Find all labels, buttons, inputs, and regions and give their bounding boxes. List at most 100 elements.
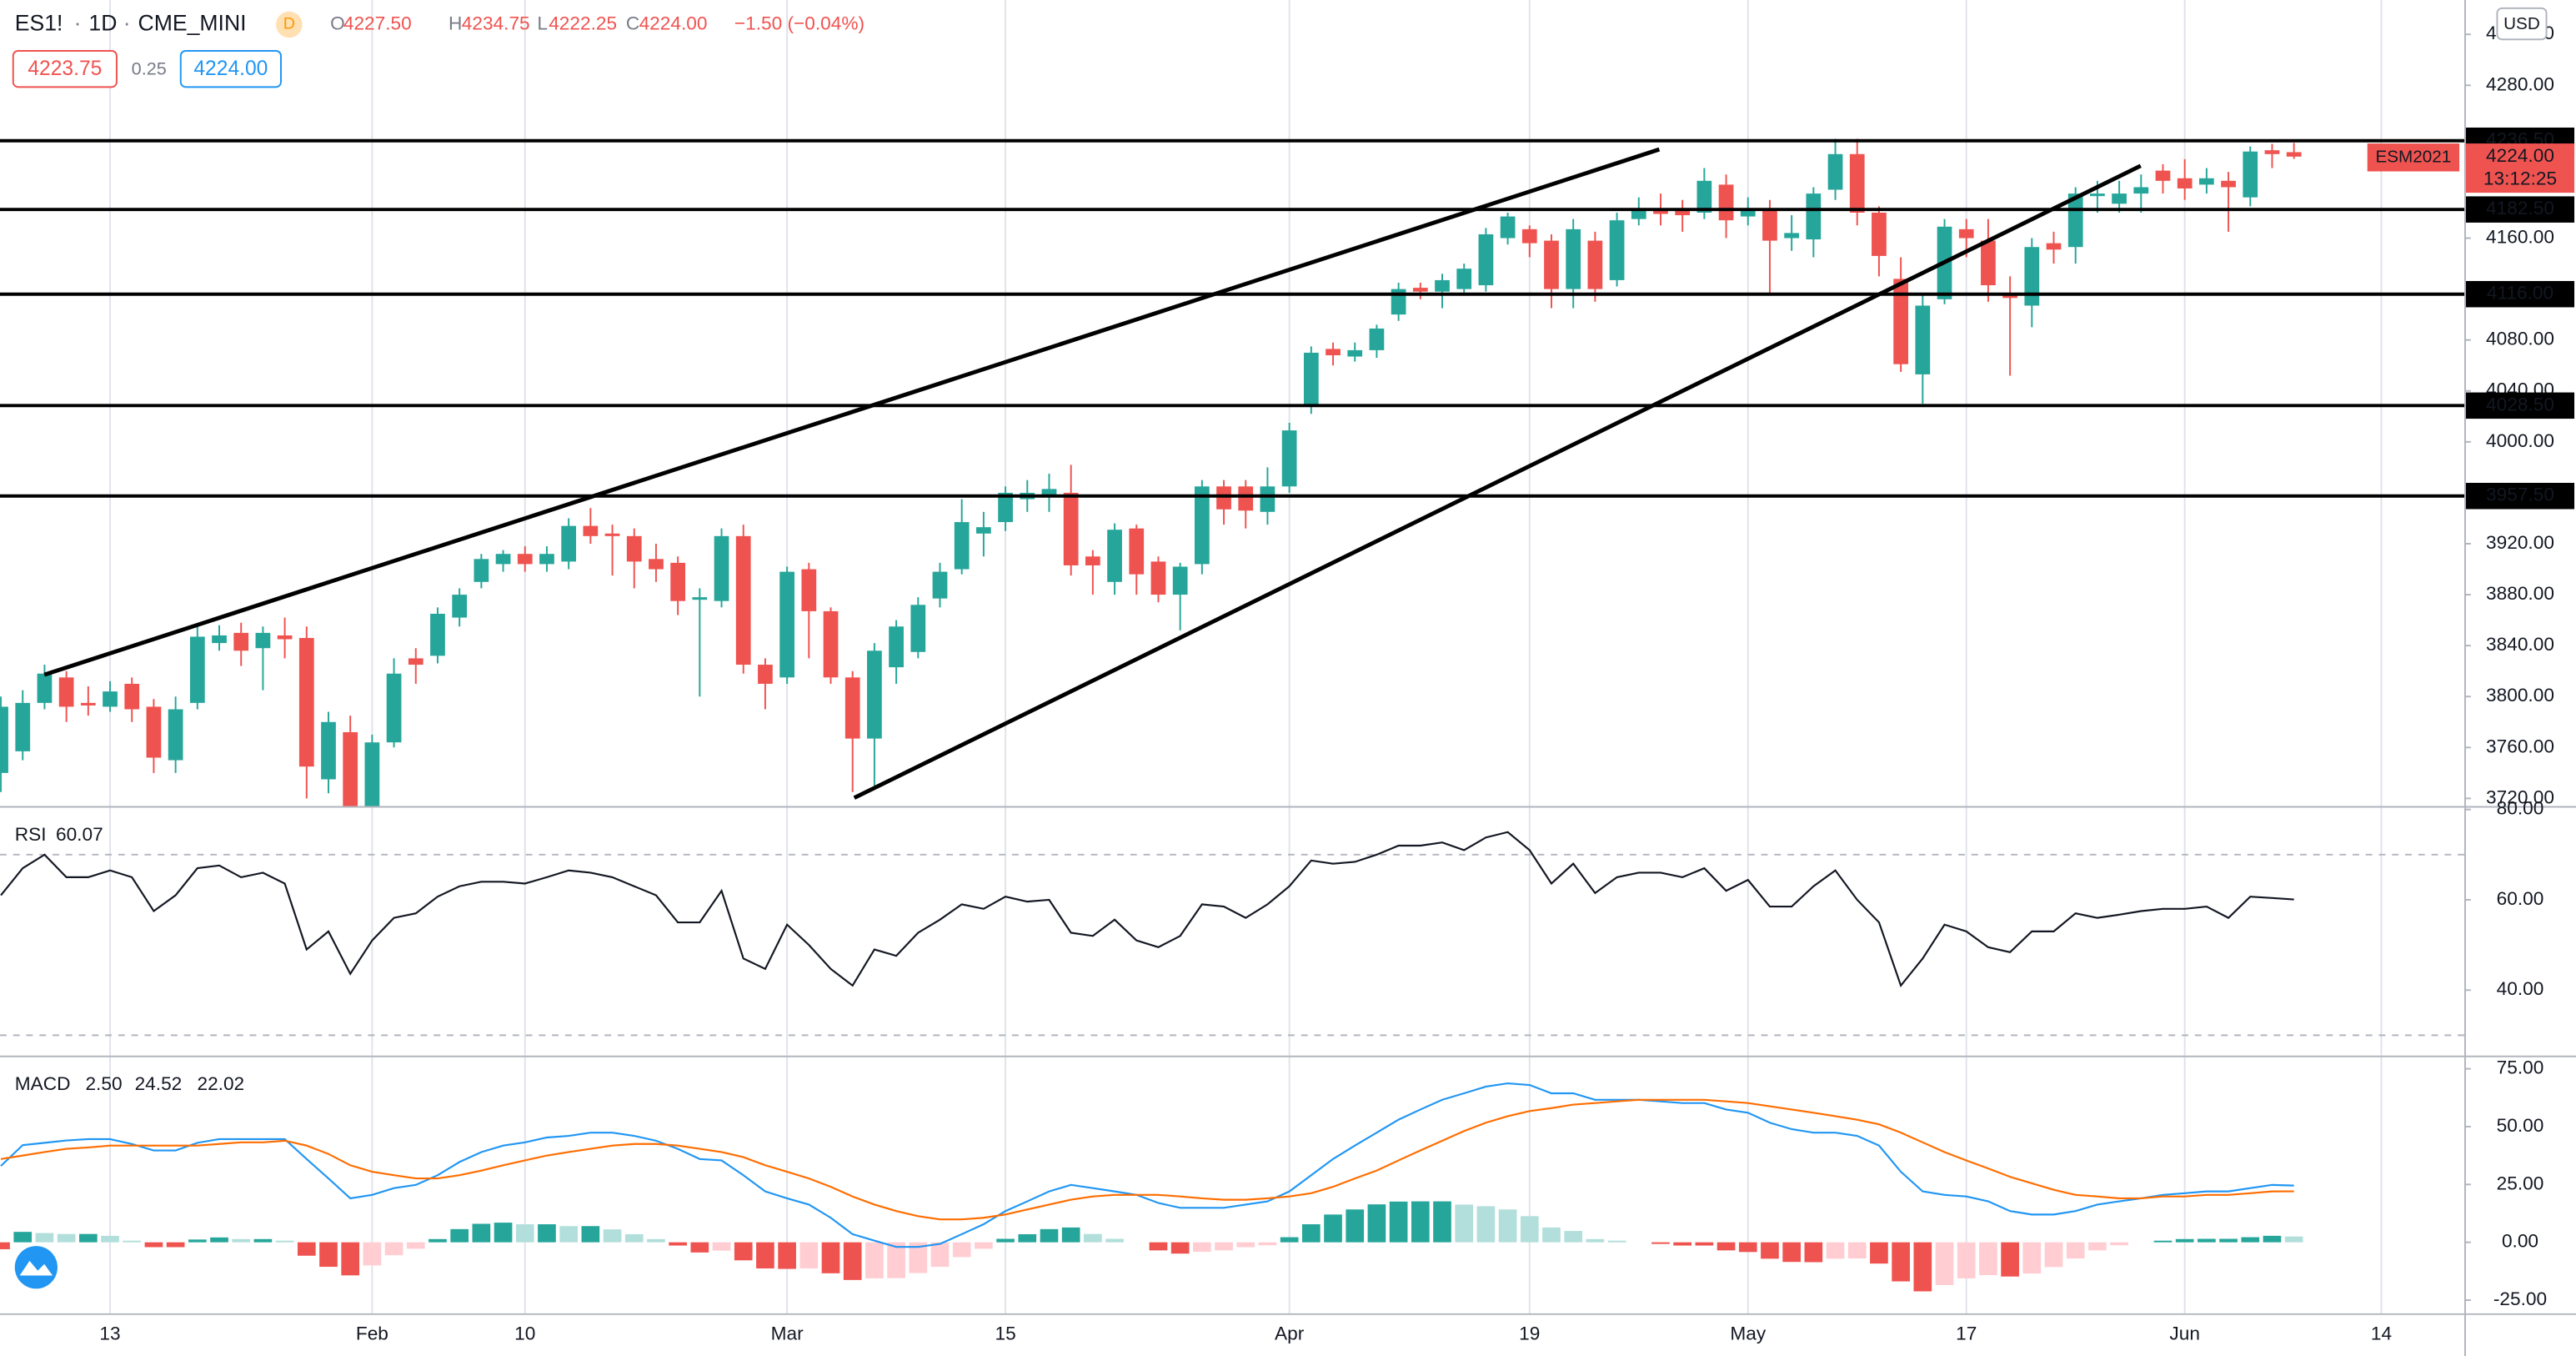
histogram-bar <box>1476 1206 1496 1243</box>
bid-price[interactable]: 4223.75 <box>28 58 102 80</box>
candle-body <box>1696 180 1712 213</box>
candle-body <box>364 742 380 806</box>
x-tick-label: 14 <box>2371 1322 2392 1343</box>
y-tick-label: 80.00 <box>2497 797 2544 819</box>
candle-body <box>452 595 468 618</box>
histogram-bar <box>1258 1242 1277 1246</box>
rsi-value: 60.07 <box>56 823 103 845</box>
histogram-bar <box>843 1242 862 1280</box>
candle-body <box>1500 216 1516 239</box>
histogram-bar <box>144 1242 163 1248</box>
histogram-bar <box>952 1242 971 1258</box>
currency-button[interactable] <box>2496 7 2548 41</box>
candle-body <box>2155 170 2171 181</box>
candle-body <box>1521 229 1537 244</box>
candle-body <box>1347 349 1363 357</box>
histogram-bar <box>1236 1242 1255 1248</box>
candle-body <box>298 637 314 767</box>
candle-body <box>0 706 8 773</box>
histogram-bar <box>275 1240 294 1243</box>
histogram-bar <box>1564 1231 1583 1243</box>
candle-body <box>1893 279 1908 364</box>
histogram-bar <box>494 1223 513 1243</box>
rsi-name: RSI <box>15 823 47 845</box>
histogram-bar <box>909 1242 928 1273</box>
histogram-bar <box>1215 1242 1233 1251</box>
histogram-bar <box>1280 1237 1299 1243</box>
candle-body <box>1675 208 1691 216</box>
candle-body <box>604 533 620 536</box>
candle-body <box>1587 240 1603 289</box>
logo[interactable] <box>14 1246 58 1289</box>
drawings <box>0 138 2464 800</box>
histogram-bar <box>690 1242 709 1253</box>
symbol[interactable]: ES1! <box>15 11 63 36</box>
histogram-bar <box>1301 1224 1321 1243</box>
delay-badge[interactable] <box>276 11 303 38</box>
y-tick-label: 60.00 <box>2497 887 2544 909</box>
candle-body <box>1435 279 1450 292</box>
histogram-bar <box>1542 1227 1561 1243</box>
histogram-bar <box>472 1223 491 1243</box>
logo-circle[interactable] <box>14 1246 58 1289</box>
candle-body <box>867 650 882 739</box>
histogram-bar <box>2219 1238 2238 1243</box>
histogram-bar <box>1695 1242 1714 1246</box>
candle-body <box>1762 208 1777 241</box>
candle-body <box>670 562 686 601</box>
price-pane <box>0 138 2302 806</box>
change-value: −1.50 (−0.04%) <box>734 13 865 34</box>
y-tick-label: 4160.00 <box>2486 226 2554 248</box>
y-tick-label: 3760.00 <box>2486 735 2554 756</box>
overlay: USD ES1! · 1D · CME_MINI D O 4227.50 H 4… <box>12 7 2548 1289</box>
histogram-bar <box>1520 1216 1539 1243</box>
histogram-bar <box>2153 1240 2173 1243</box>
histogram-bar <box>799 1242 819 1269</box>
trend-line-lower[interactable] <box>853 163 2142 800</box>
candle-body <box>2046 243 2062 250</box>
x-tick-label: Jun <box>2169 1322 2200 1343</box>
candle-body <box>1784 233 1800 239</box>
candle-body <box>1872 212 1887 256</box>
histogram-bar <box>647 1238 665 1243</box>
histogram-bar <box>1149 1242 1168 1251</box>
logo-mark[interactable] <box>19 1260 53 1276</box>
exchange: CME_MINI <box>138 11 247 36</box>
interval[interactable]: 1D <box>88 11 117 36</box>
candle-body <box>932 571 948 599</box>
candle-body <box>189 636 205 703</box>
legend-value: 22.02 <box>197 1072 244 1094</box>
histogram-bar <box>712 1242 731 1251</box>
histogram-bar <box>887 1242 905 1278</box>
histogram-bar <box>2175 1238 2194 1243</box>
candle-body <box>844 677 860 739</box>
level-tag <box>2465 196 2575 223</box>
histogram-bar <box>210 1237 228 1243</box>
candle-body <box>124 683 140 710</box>
x-tick-label: 15 <box>995 1322 1015 1343</box>
histogram-bar <box>1411 1201 1430 1243</box>
histogram-bar <box>559 1226 578 1243</box>
currency-label[interactable]: USD <box>2503 14 2540 33</box>
candle-body <box>823 610 839 678</box>
histogram-value: 2.50 <box>85 1072 122 1094</box>
delay-badge-label[interactable]: D <box>283 15 295 33</box>
candle-body <box>277 635 293 640</box>
histogram-bar <box>1367 1204 1386 1243</box>
candle-body <box>714 535 729 601</box>
histogram-bar <box>930 1242 950 1268</box>
histogram-bar <box>2022 1242 2042 1274</box>
low-label: L <box>537 13 548 34</box>
ask-price[interactable]: 4224.00 <box>193 58 268 80</box>
bid-box[interactable] <box>12 50 118 88</box>
trend-line-upper[interactable] <box>43 147 1661 677</box>
x-tick-label: 10 <box>514 1322 535 1343</box>
candle-body <box>910 605 926 652</box>
candle-body <box>1544 240 1559 289</box>
candle-body <box>649 559 664 570</box>
ask-box[interactable] <box>179 50 282 88</box>
separator: · <box>123 11 131 36</box>
